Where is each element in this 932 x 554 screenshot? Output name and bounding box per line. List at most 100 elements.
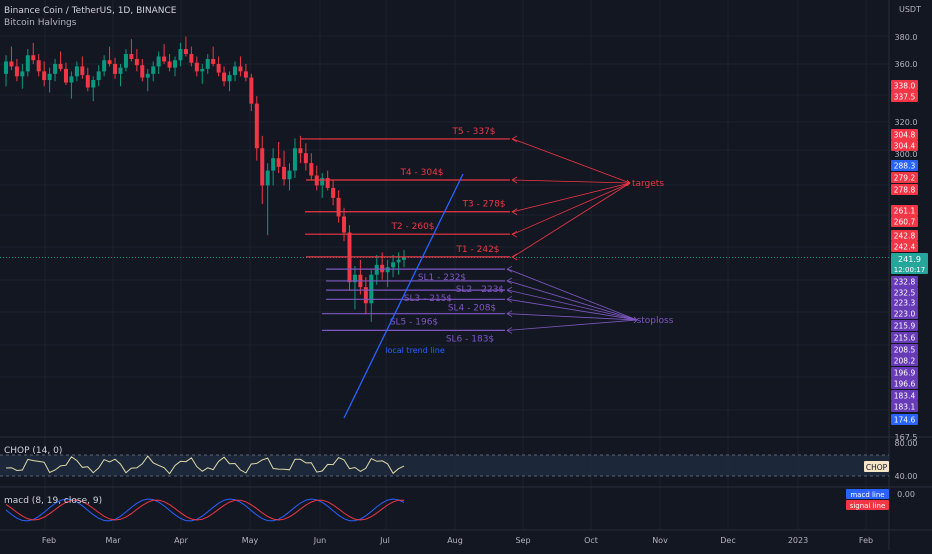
candle-body: [238, 66, 243, 72]
target-arrowhead: [511, 176, 518, 184]
price-label-box: [891, 320, 918, 331]
candle-body: [352, 274, 357, 283]
price-tick: 300.0: [895, 150, 918, 159]
price-label-box: [891, 172, 918, 183]
chop-line: [5, 455, 405, 475]
price-label-box: [891, 230, 918, 241]
price-label-value: 208.2: [894, 357, 916, 366]
target-hub: [626, 179, 631, 187]
stoploss-label: SL4 - 208$: [448, 303, 496, 313]
stoploss-arrowhead: [506, 295, 513, 303]
time-tick: Apr: [174, 536, 189, 545]
price-label-value: 338.0: [894, 82, 916, 91]
price-label-box: [891, 355, 918, 366]
price-label-box: [891, 184, 918, 195]
chop-level: 40.00: [895, 472, 918, 481]
time-tick: Nov: [652, 536, 668, 545]
price-label-value: 183.4: [894, 392, 916, 401]
chop-tag-box: [864, 461, 889, 472]
stoploss-connector: [507, 313, 638, 321]
chop-label[interactable]: CHOP (14, 0): [4, 446, 63, 456]
price-label-box: [891, 378, 918, 389]
macd-label[interactable]: macd (8, 19, close, 9): [4, 496, 103, 506]
target-label: T4 - 304$: [399, 168, 443, 178]
price-label-value: 242.8: [894, 232, 916, 241]
target-label: T1 - 242$: [455, 245, 499, 255]
candle-body: [271, 158, 276, 171]
macd-legend: macd line: [850, 491, 884, 499]
candle-body: [25, 55, 30, 72]
stoploss-arrowhead: [506, 286, 513, 294]
price-label-box: [891, 297, 918, 308]
price-label-value: 232.8: [894, 278, 916, 287]
candle-body: [96, 71, 101, 81]
candle-body: [20, 71, 25, 77]
price-label-value: 278.8: [894, 186, 916, 195]
candle-body: [369, 274, 374, 304]
stoploss-label: SL6 - 183$: [446, 334, 494, 344]
targets-label: targets: [632, 179, 664, 189]
candle-body: [42, 71, 47, 81]
time-tick: Aug: [447, 536, 463, 545]
price-label-box: [891, 140, 918, 151]
macd-pane: 0.00 macd line signal line: [5, 489, 915, 522]
time-tick: Sep: [515, 536, 530, 545]
candle-body: [227, 75, 232, 82]
target-arrowhead: [511, 253, 518, 261]
target-arrowhead: [511, 208, 518, 216]
target-arrowhead: [511, 135, 518, 143]
price-label-value: 223.3: [894, 299, 916, 308]
candle-body: [282, 166, 287, 180]
candle-body: [118, 67, 123, 74]
candle-body: [4, 61, 8, 74]
time-tick: Feb: [859, 536, 873, 545]
price-label-box: [891, 276, 918, 287]
candle-body: [189, 54, 194, 63]
time-tick: Mar: [105, 536, 121, 545]
candle-body: [156, 56, 161, 67]
candle-body: [74, 66, 79, 77]
price-label-box: [891, 344, 918, 355]
time-tick: Oct: [584, 536, 598, 545]
candle-body: [31, 55, 36, 61]
candle-body: [363, 287, 368, 304]
candle-body: [243, 71, 248, 78]
target-label: T2 - 260$: [390, 222, 434, 232]
stoploss-connector: [507, 280, 638, 321]
time-tick: 2023: [788, 536, 808, 545]
candle-body: [320, 178, 325, 186]
candle-body: [216, 63, 221, 73]
price-label-value: 223.0: [894, 310, 916, 319]
candle-body: [309, 163, 314, 176]
price-label-value: 279.2: [894, 174, 916, 183]
price-label-value: 215.6: [894, 334, 916, 343]
candle-body: [69, 76, 74, 83]
price-label-value: 288.3: [894, 162, 916, 171]
chop-level: 80.00: [895, 439, 918, 448]
symbol-title[interactable]: Binance Coin / TetherUS, 1D, BINANCE: [4, 6, 177, 16]
candle-body: [380, 264, 385, 273]
price-label-box: [891, 401, 918, 412]
stoploss-arrowhead: [506, 265, 513, 273]
stoploss-connector: [507, 268, 638, 321]
chop-tag: CHOP: [866, 463, 888, 472]
chop-band: [0, 455, 889, 476]
price-tick: 320.0: [895, 118, 918, 127]
candle-body: [396, 259, 401, 263]
candle-body: [102, 60, 107, 72]
candle-body: [254, 103, 259, 149]
target-connector: [512, 182, 631, 213]
candle-body: [91, 80, 96, 88]
indicator-label[interactable]: Bitcoin Halvings: [4, 18, 77, 28]
price-label-value: 337.5: [894, 93, 916, 102]
price-label-box: [891, 308, 918, 319]
target-label: T3 - 278$: [461, 200, 505, 210]
candle-body: [287, 170, 292, 180]
price-label-box: [891, 367, 918, 378]
candle-body: [80, 66, 85, 76]
time-tick: Jun: [313, 536, 327, 545]
candle-body: [249, 77, 254, 104]
price-label-box: [891, 414, 918, 425]
